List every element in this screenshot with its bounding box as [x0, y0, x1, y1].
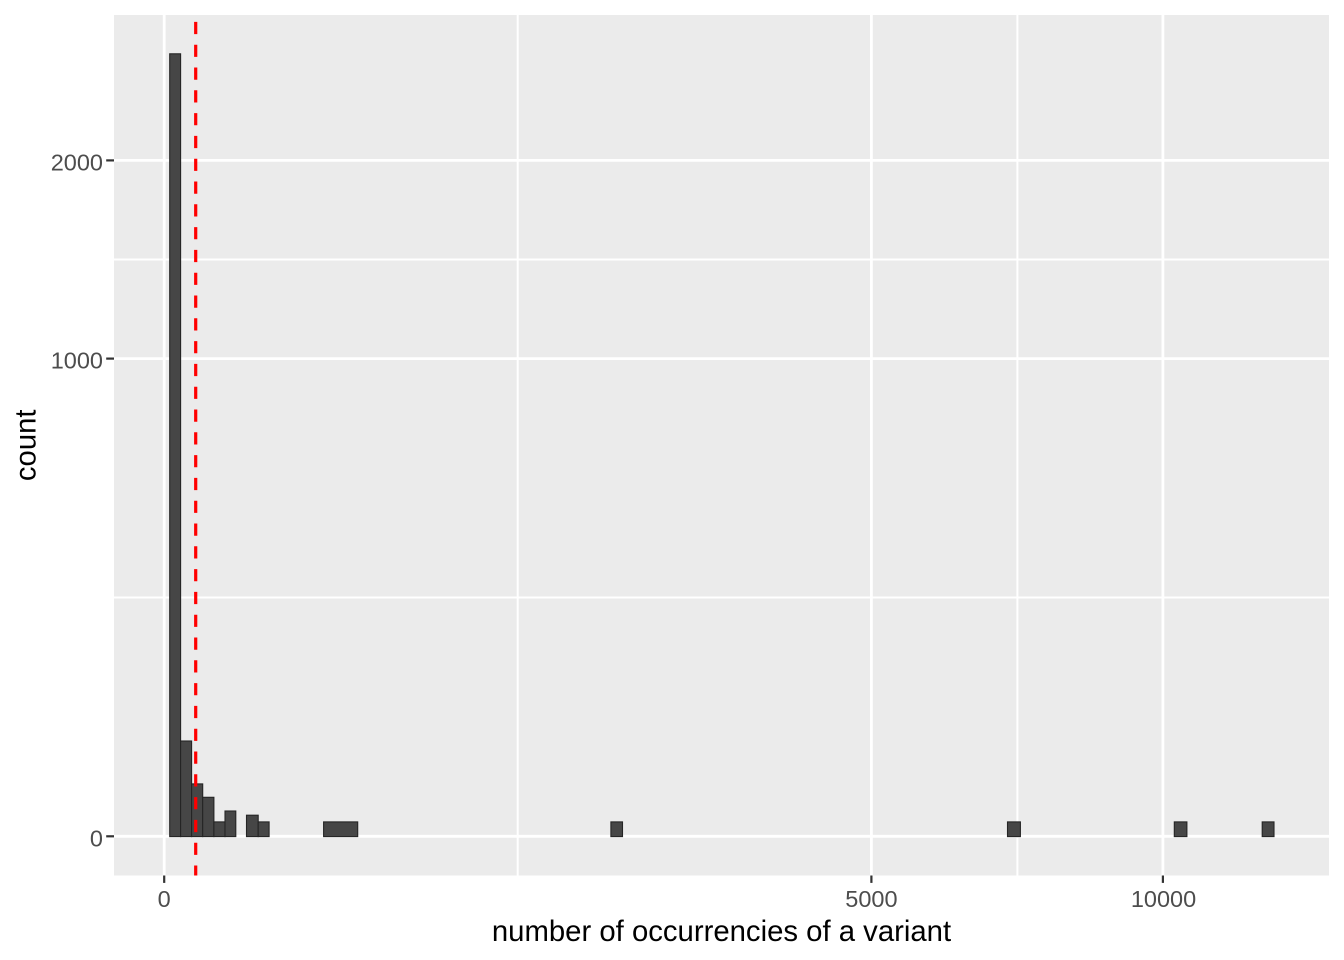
svg-text:0: 0 [90, 825, 103, 851]
svg-text:number of occurrencies of a va: number of occurrencies of a variant [492, 915, 951, 948]
svg-text:2000: 2000 [51, 149, 103, 175]
svg-text:0: 0 [158, 886, 171, 912]
svg-text:count: count [10, 409, 43, 481]
svg-text:1000: 1000 [51, 348, 103, 374]
svg-text:10000: 10000 [1131, 886, 1196, 912]
svg-text:5000: 5000 [845, 886, 897, 912]
